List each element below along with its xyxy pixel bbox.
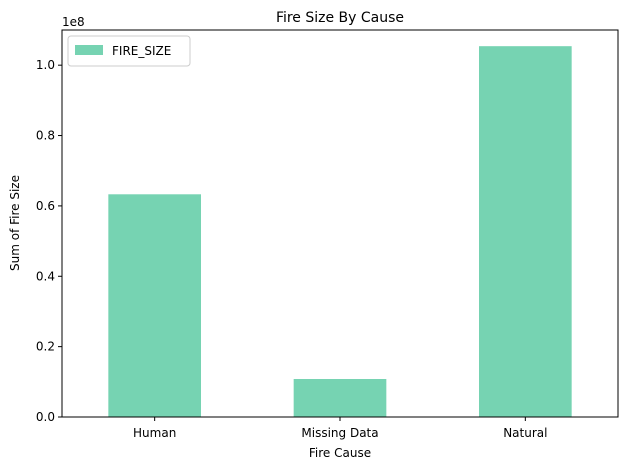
legend-label: FIRE_SIZE: [112, 44, 171, 58]
x-axis-label: Fire Cause: [309, 446, 371, 460]
plot-frame: [61, 29, 619, 418]
y-tick-label: 0.2: [36, 340, 55, 354]
x-tick-label: Natural: [503, 426, 547, 440]
chart-title: Fire Size By Cause: [276, 10, 404, 26]
y-axis-offset-label: 1e8: [62, 15, 85, 29]
y-tick-label: 0.0: [36, 410, 55, 424]
y-axis-label: Sum of Fire Size: [8, 175, 22, 271]
bar-human: [108, 194, 201, 417]
x-tick-label: Human: [133, 426, 176, 440]
legend: FIRE_SIZE: [67, 35, 191, 67]
bar-natural: [479, 46, 572, 418]
legend-box: [67, 35, 191, 67]
y-ticks-group: 0.0 0.2 0.4 0.6 0.8 1.0: [36, 58, 62, 424]
x-ticks-group: Human Missing Data Natural: [133, 417, 547, 440]
y-tick-label: 0.8: [36, 129, 55, 143]
y-tick-label: 0.4: [36, 269, 55, 283]
y-tick-label: 1.0: [36, 58, 55, 72]
bar-missing-data: [293, 379, 387, 417]
legend-swatch: [75, 45, 103, 55]
x-tick-label: Missing Data: [301, 426, 378, 440]
bars-group: [108, 46, 572, 418]
y-tick-label: 0.6: [36, 199, 55, 213]
